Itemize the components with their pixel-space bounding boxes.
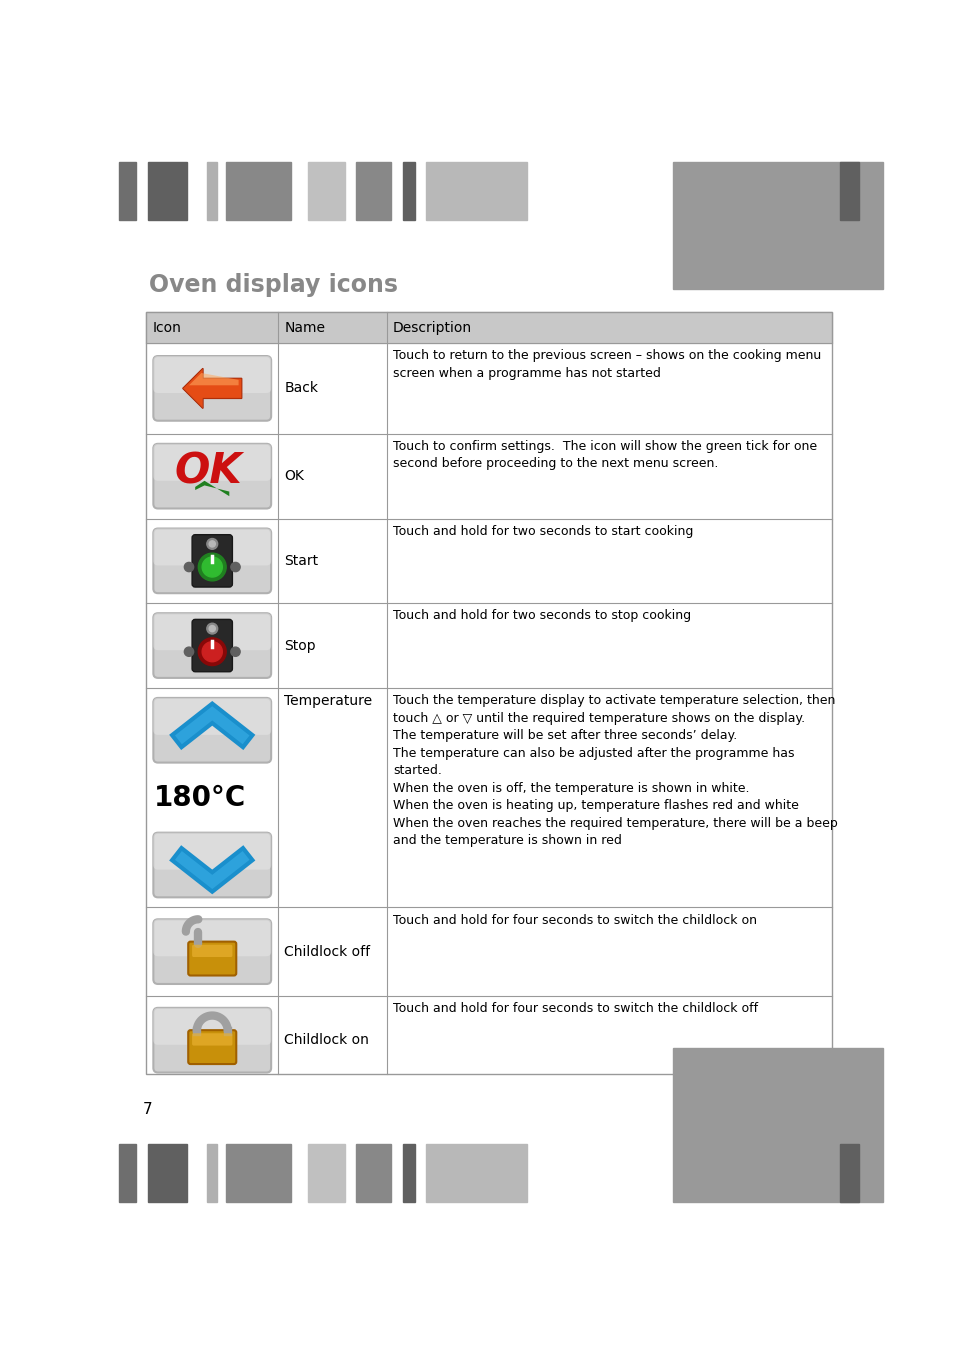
Text: 180°C: 180°C	[154, 783, 246, 811]
Text: Touch and hold for two seconds to stop cooking: Touch and hold for two seconds to stop c…	[393, 609, 690, 622]
Bar	[226, 1143, 291, 1202]
FancyBboxPatch shape	[192, 1033, 233, 1046]
FancyBboxPatch shape	[153, 919, 271, 956]
Text: Oven display icons: Oven display icons	[149, 273, 397, 297]
Bar	[207, 162, 216, 220]
Circle shape	[202, 558, 222, 576]
Circle shape	[231, 563, 240, 571]
Bar	[307, 162, 344, 220]
FancyBboxPatch shape	[153, 698, 271, 734]
FancyBboxPatch shape	[153, 698, 271, 763]
FancyBboxPatch shape	[153, 528, 271, 593]
Text: Icon: Icon	[152, 320, 181, 335]
Text: Name: Name	[284, 320, 325, 335]
Bar	[119, 162, 136, 220]
FancyBboxPatch shape	[192, 620, 233, 672]
Circle shape	[184, 647, 193, 656]
Text: Childlock on: Childlock on	[284, 1033, 369, 1048]
Circle shape	[207, 624, 217, 634]
Circle shape	[184, 563, 193, 571]
Bar	[840, 162, 858, 220]
Bar	[673, 162, 882, 289]
Bar	[402, 162, 415, 220]
Text: Temperature: Temperature	[284, 694, 372, 707]
Bar	[402, 1143, 415, 1202]
Polygon shape	[189, 373, 238, 385]
Bar	[146, 312, 831, 1075]
Polygon shape	[195, 481, 229, 497]
FancyBboxPatch shape	[153, 919, 271, 984]
Bar	[426, 162, 526, 220]
Text: Touch and hold for two seconds to start cooking: Touch and hold for two seconds to start …	[393, 525, 693, 537]
Text: Stop: Stop	[284, 639, 315, 652]
Text: Touch and hold for four seconds to switch the childlock off: Touch and hold for four seconds to switc…	[393, 1002, 757, 1015]
Bar	[355, 1143, 391, 1202]
Circle shape	[198, 554, 226, 580]
Bar	[207, 1143, 216, 1202]
FancyBboxPatch shape	[153, 444, 271, 509]
FancyBboxPatch shape	[192, 945, 233, 957]
FancyBboxPatch shape	[153, 1008, 271, 1045]
Circle shape	[209, 541, 215, 547]
FancyBboxPatch shape	[188, 1030, 236, 1064]
Text: Touch to return to the previous screen – shows on the cooking menu
screen when a: Touch to return to the previous screen –…	[393, 350, 821, 379]
FancyBboxPatch shape	[153, 833, 271, 869]
Bar	[146, 312, 831, 343]
Text: OK: OK	[174, 451, 242, 493]
Circle shape	[231, 647, 240, 656]
FancyBboxPatch shape	[153, 444, 271, 481]
FancyBboxPatch shape	[153, 1008, 271, 1072]
Bar	[119, 1143, 136, 1202]
Circle shape	[209, 625, 215, 632]
Bar	[840, 1143, 858, 1202]
FancyBboxPatch shape	[153, 356, 271, 421]
Bar	[426, 1143, 526, 1202]
Bar	[226, 162, 291, 220]
FancyBboxPatch shape	[153, 613, 271, 651]
FancyBboxPatch shape	[153, 833, 271, 898]
Text: Back: Back	[284, 382, 318, 396]
Bar	[673, 1048, 882, 1202]
Text: Touch the temperature display to activate temperature selection, then
touch △ or: Touch the temperature display to activat…	[393, 694, 837, 846]
Circle shape	[207, 539, 217, 549]
Text: OK: OK	[284, 470, 304, 483]
Text: Description: Description	[393, 320, 472, 335]
Bar	[148, 162, 187, 220]
FancyBboxPatch shape	[192, 535, 233, 587]
Bar	[148, 1143, 187, 1202]
FancyBboxPatch shape	[153, 528, 271, 566]
Polygon shape	[183, 369, 241, 409]
Text: Touch and hold for four seconds to switch the childlock on: Touch and hold for four seconds to switc…	[393, 914, 756, 926]
Bar	[307, 1143, 344, 1202]
Circle shape	[198, 637, 226, 666]
Text: Childlock off: Childlock off	[284, 945, 370, 958]
Circle shape	[202, 641, 222, 662]
FancyBboxPatch shape	[153, 356, 271, 393]
Text: 7: 7	[142, 1102, 152, 1116]
Text: Start: Start	[284, 554, 318, 568]
Bar	[355, 162, 391, 220]
Text: Touch to confirm settings.  The icon will show the green tick for one
second bef: Touch to confirm settings. The icon will…	[393, 440, 816, 470]
Polygon shape	[183, 369, 241, 409]
FancyBboxPatch shape	[153, 613, 271, 678]
FancyBboxPatch shape	[188, 942, 236, 976]
